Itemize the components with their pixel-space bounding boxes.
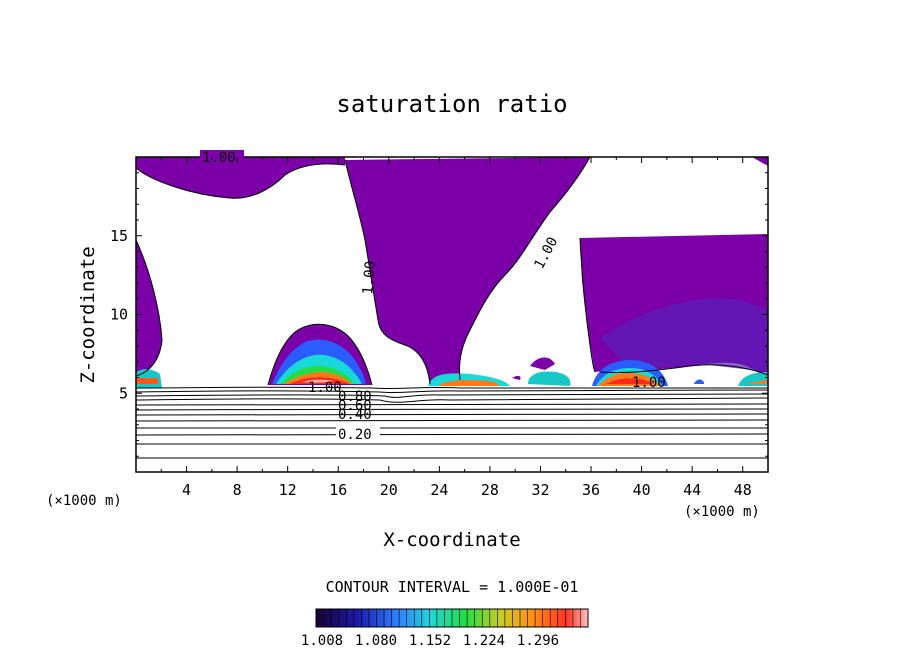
- y-axis: 5 10 15: [110, 172, 768, 457]
- contour-label: 0.80: [338, 389, 372, 405]
- x-tick-label: 44: [683, 481, 701, 499]
- contour-label: 0.60: [338, 398, 372, 414]
- purple-region-top-right: [752, 157, 768, 166]
- y-tick-label: 10: [110, 306, 128, 324]
- contour-interval-text: CONTOUR INTERVAL = 1.000E-01: [326, 578, 579, 596]
- x-tick-label: 48: [734, 481, 752, 499]
- purple-region-left-edge: [136, 240, 162, 376]
- y-tick-label: 5: [119, 384, 128, 402]
- cloud-blob-center-right: [512, 357, 571, 386]
- cloud-blob-right: [592, 360, 668, 386]
- chart-title: saturation ratio: [336, 90, 567, 118]
- cloud-blob-far-right: [694, 372, 768, 386]
- x-unit-right: (×1000 m): [684, 504, 760, 520]
- x-tick-label: 20: [380, 481, 398, 499]
- contour-label: 0.20: [338, 427, 372, 443]
- y-tick-label: 15: [110, 227, 128, 245]
- colorbar: [315, 608, 589, 628]
- colorbar-label: 1.080: [355, 633, 397, 649]
- indigo-band-right: [600, 298, 768, 372]
- x-tick-label: 32: [531, 481, 549, 499]
- colorbar-label: 1.152: [409, 633, 451, 649]
- colorbar-label: 1.296: [517, 633, 559, 649]
- contour-label: 1.00: [308, 380, 342, 396]
- contour-label: 1.00: [632, 375, 666, 391]
- y-axis-label: Z-coordinate: [77, 246, 99, 383]
- contour-label: 0.40: [338, 407, 372, 423]
- colorbar-labels: 1.008 1.080 1.152 1.224 1.296: [301, 633, 559, 649]
- cloud-blob-main: [268, 324, 372, 385]
- x-tick-label: 4: [182, 481, 191, 499]
- x-tick-label: 24: [430, 481, 448, 499]
- colorbar-label: 1.224: [463, 633, 505, 649]
- x-axis: 4 8 12 16 20 24 28 32 36 40 44 48: [160, 157, 752, 499]
- contour-label: 1.00: [360, 260, 379, 295]
- contour-lines: [136, 157, 768, 459]
- x-tick-label: 36: [582, 481, 600, 499]
- purple-region-center: [345, 157, 590, 384]
- cloud-blob-center-left: [428, 373, 510, 386]
- x-axis-label: X-coordinate: [383, 529, 520, 551]
- x-tick-label: 16: [329, 481, 347, 499]
- contour-label: 1.00: [202, 150, 236, 166]
- x-tick-label: 28: [481, 481, 499, 499]
- x-unit-left: (×1000 m): [46, 493, 122, 509]
- purple-region-top-left: [136, 157, 345, 199]
- colorbar-label: 1.008: [301, 633, 343, 649]
- x-tick-label: 8: [233, 481, 242, 499]
- x-tick-label: 12: [279, 481, 297, 499]
- plot-area: [136, 157, 768, 472]
- x-tick-label: 40: [633, 481, 651, 499]
